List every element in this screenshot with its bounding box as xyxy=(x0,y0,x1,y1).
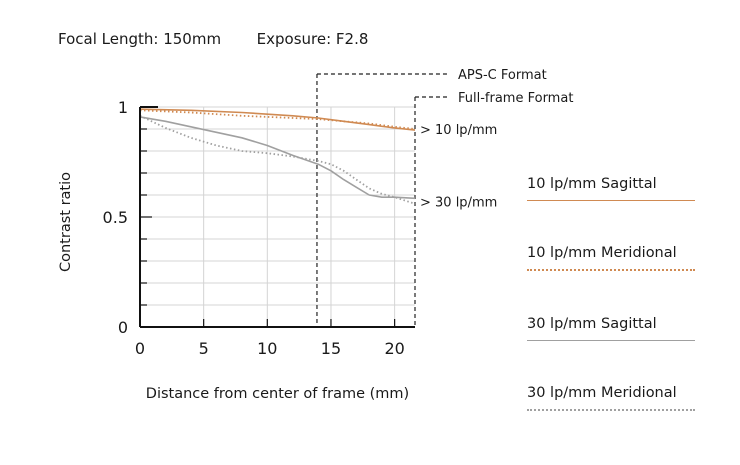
chart-grid xyxy=(140,106,415,327)
legend-item-30-sagittal: 30 lp/mm Sagittal xyxy=(527,316,695,341)
legend-swatch xyxy=(527,409,695,411)
legend-swatch xyxy=(527,269,695,271)
x-tick-label: 10 xyxy=(257,339,277,358)
chart-labels: 0 5 10 15 20 0 0.5 1 Distance from center of fra… xyxy=(58,98,497,402)
y-axis-title: Contrast ratio xyxy=(58,172,74,272)
format-marker-label: Full-frame Format xyxy=(458,91,573,106)
legend-label: 10 lp/mm Meridional xyxy=(527,245,677,261)
legend-label: 30 lp/mm Sagittal xyxy=(527,316,657,332)
y-tick-label: 0.5 xyxy=(103,208,128,227)
chart-series xyxy=(139,108,416,205)
y-tick-label: 0 xyxy=(118,318,128,337)
format-marker-label: APS-C Format xyxy=(458,68,547,83)
focal-length-label: Focal Length: xyxy=(58,30,159,48)
series-line xyxy=(139,116,416,200)
focal-length-value: 150mm xyxy=(163,30,222,48)
series-line xyxy=(139,114,416,205)
series-line xyxy=(139,108,416,131)
series-group-label: > 30 lp/mm xyxy=(420,196,497,211)
x-tick-label: 20 xyxy=(384,339,404,358)
series-group-label: > 10 lp/mm xyxy=(420,123,497,138)
y-tick-label: 1 xyxy=(118,98,128,117)
legend-item-10-meridional: 10 lp/mm Meridional xyxy=(527,245,695,271)
exposure-label: Exposure: xyxy=(256,30,332,48)
x-axis-title: Distance from center of frame (mm) xyxy=(146,386,409,402)
x-tick-label: 0 xyxy=(135,339,145,358)
format-markers: APS-C Format Full-frame Format xyxy=(316,68,573,327)
x-tick-label: 15 xyxy=(321,339,341,358)
series-line xyxy=(139,109,416,130)
legend-swatch xyxy=(527,200,695,201)
legend-label: 10 lp/mm Sagittal xyxy=(527,176,657,192)
exposure-value: F2.8 xyxy=(335,30,369,48)
chart-header: Focal Length: 150mm Exposure: F2.8 xyxy=(58,30,368,48)
legend-item-10-sagittal: 10 lp/mm Sagittal xyxy=(527,176,695,201)
chart-axes xyxy=(139,106,415,328)
x-tick-label: 5 xyxy=(199,339,209,358)
legend-item-30-meridional: 30 lp/mm Meridional xyxy=(527,385,695,411)
legend-label: 30 lp/mm Meridional xyxy=(527,385,677,401)
legend-swatch xyxy=(527,340,695,341)
